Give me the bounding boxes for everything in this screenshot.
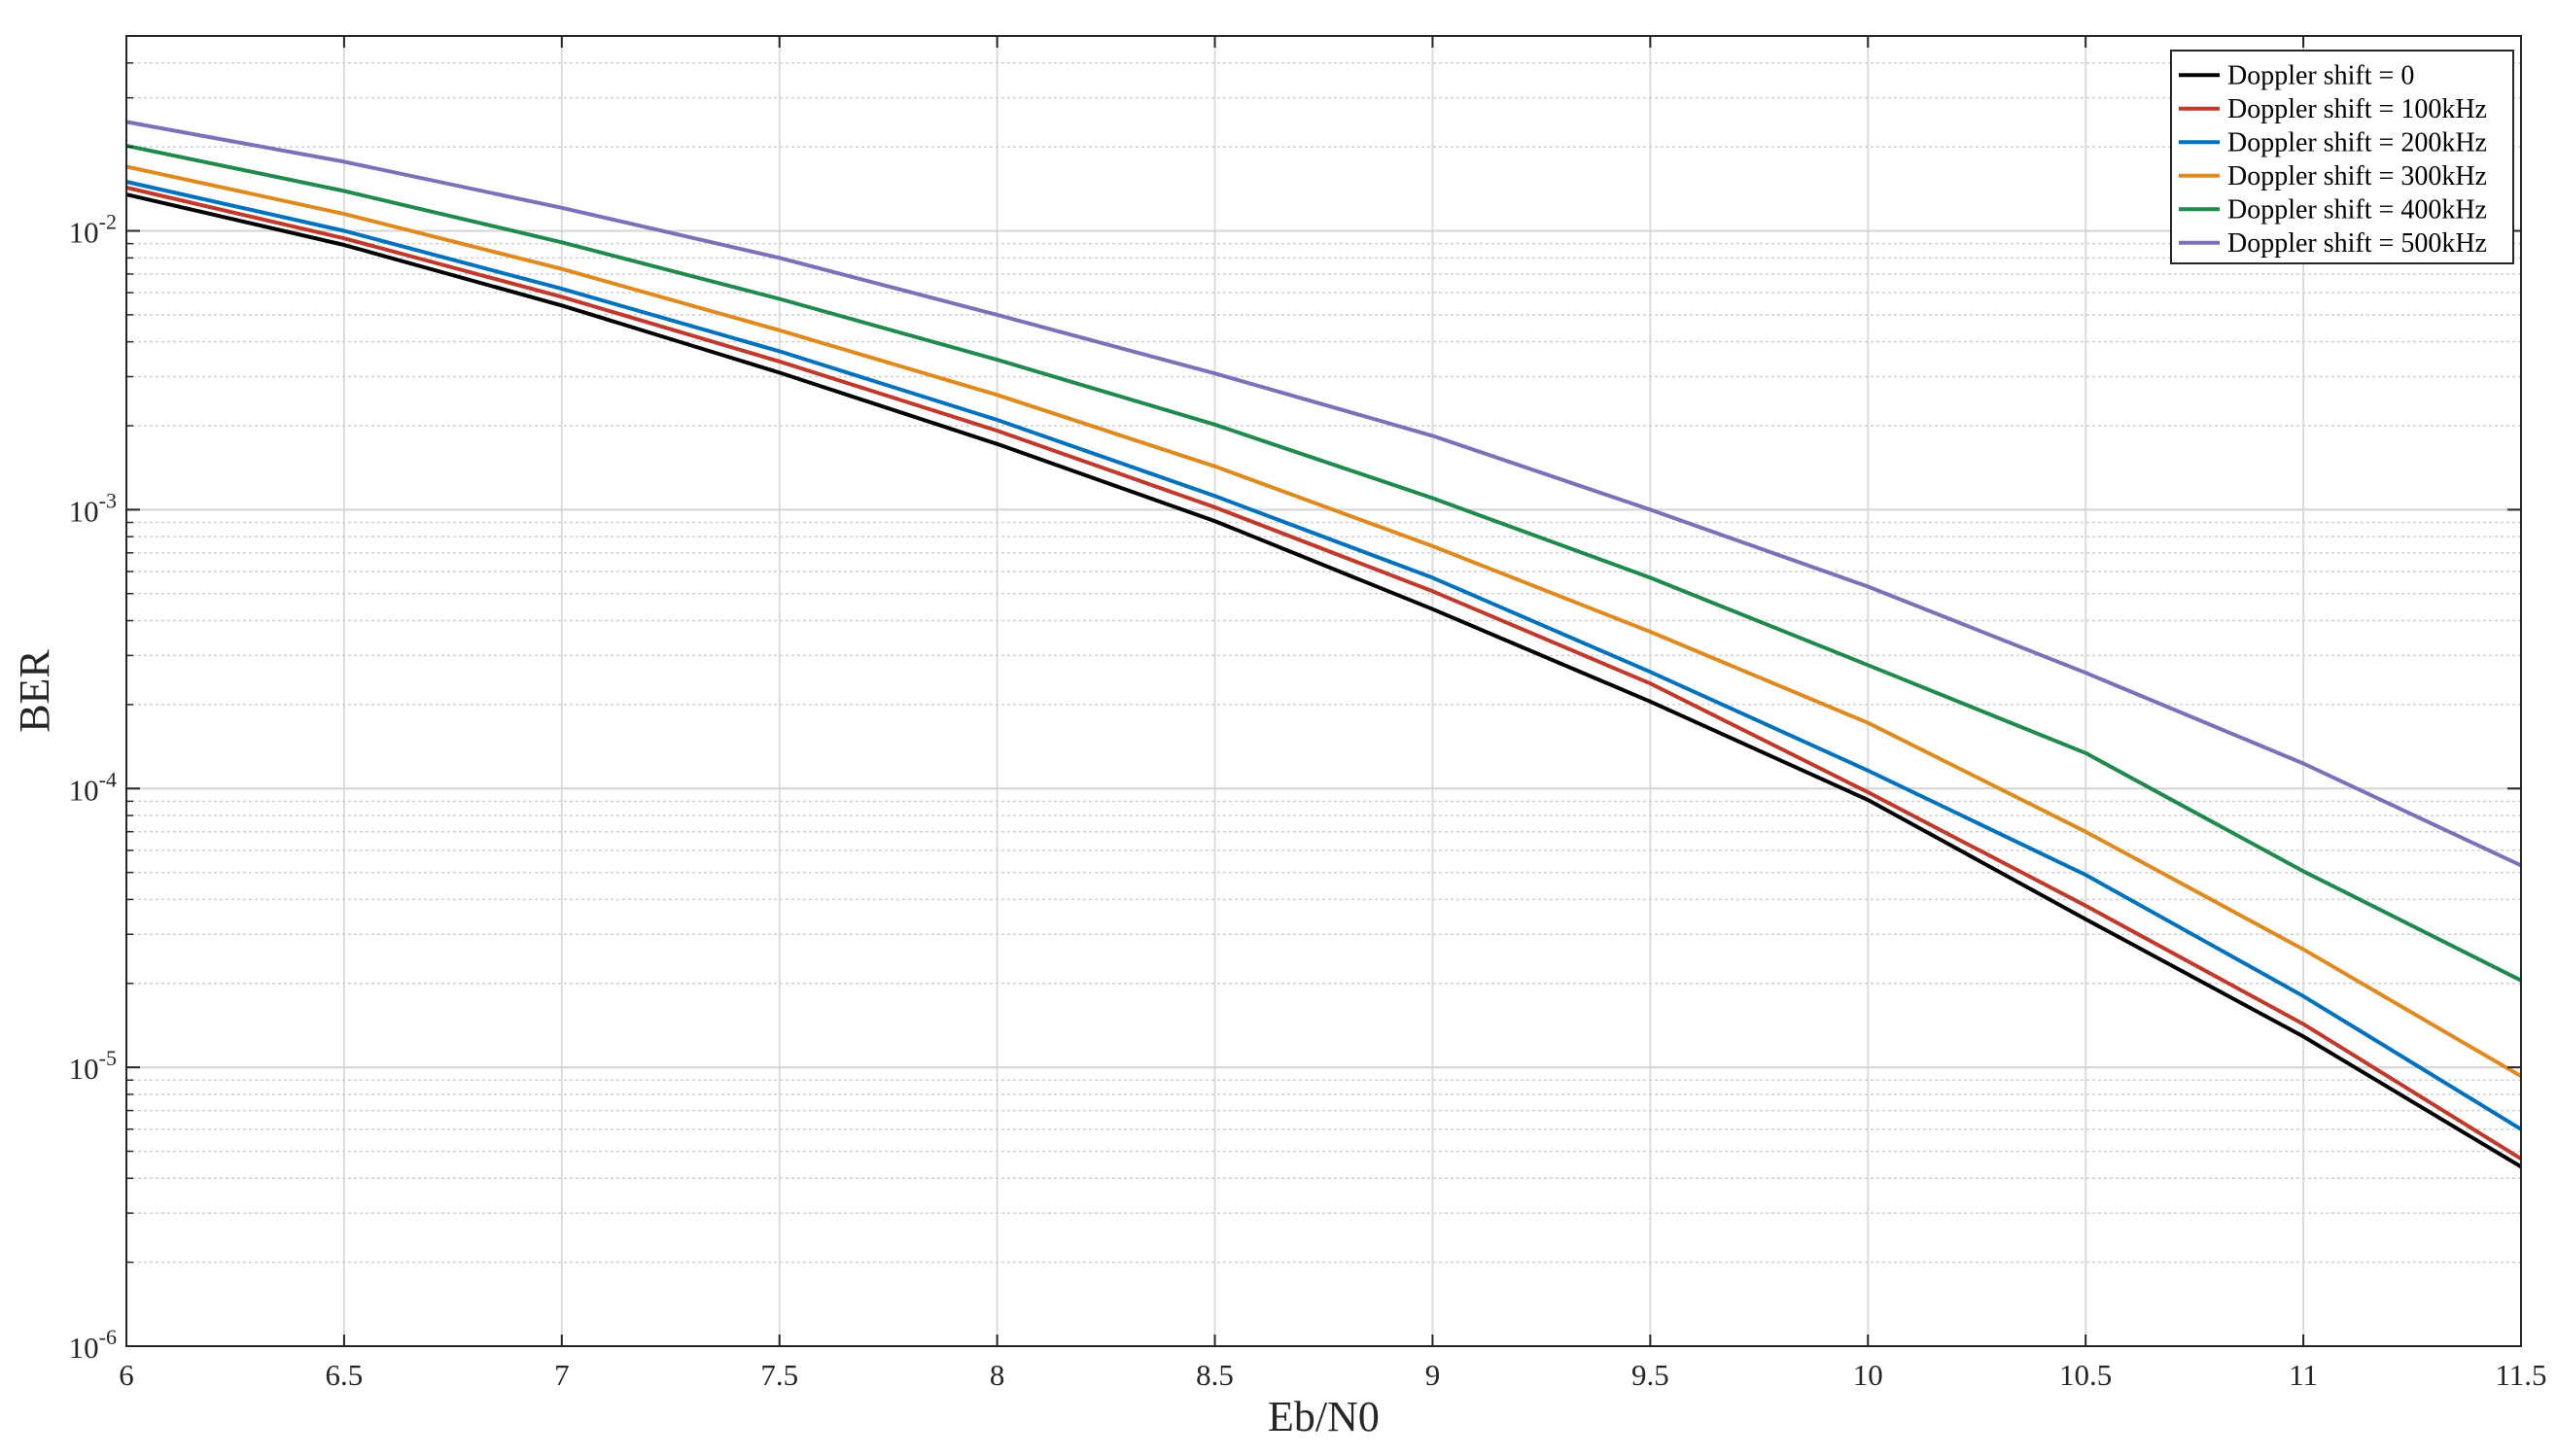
legend-label: Doppler shift = 200kHz: [2227, 127, 2487, 157]
legend-label: Doppler shift = 300kHz: [2227, 161, 2487, 191]
legend-label: Doppler shift = 500kHz: [2227, 228, 2487, 259]
y-tick-label: 10-6: [69, 1325, 117, 1365]
x-tick-label: 11: [2289, 1358, 2318, 1392]
x-tick-label: 9.5: [1631, 1358, 1669, 1392]
legend-box: [2170, 50, 2514, 264]
x-axis-title: Eb/N0: [1268, 1393, 1380, 1440]
y-tick-exponent: -6: [99, 1325, 117, 1349]
tick-layer: 6 6.5 7 7.5 8 8.5 9 9.5 10 10.5 11 11.510-210-310-4…: [69, 35, 2547, 1392]
series-line: [125, 143, 2522, 983]
series-line: [125, 186, 2523, 1161]
y-tick-base: 10: [69, 216, 99, 250]
legend-label: Doppler shift = 100kHz: [2227, 94, 2487, 124]
y-tick-label: 10-4: [69, 767, 117, 807]
y-tick-exponent: -3: [99, 488, 117, 512]
x-tick-label: 11.5: [2495, 1358, 2546, 1392]
y-tick-exponent: -5: [99, 1046, 117, 1070]
x-tick-label: 8: [990, 1358, 1005, 1392]
y-tick-exponent: -2: [99, 210, 117, 234]
x-tick-label: 10: [1853, 1358, 1883, 1392]
legend-label: Doppler shift = 0: [2227, 60, 2414, 90]
x-tick-label: 7.5: [760, 1358, 798, 1392]
y-tick-base: 10: [69, 494, 99, 528]
series-line: [125, 120, 2522, 868]
x-tick-label: 6.5: [326, 1358, 364, 1392]
x-tick-label: 8.5: [1196, 1358, 1234, 1392]
y-tick-label: 10-3: [69, 488, 117, 528]
y-tick-base: 10: [69, 773, 99, 807]
y-tick-base: 10: [69, 1331, 99, 1365]
x-tick-label: 6: [119, 1358, 134, 1392]
series-layer: [125, 120, 2523, 1169]
series-line: [125, 180, 2523, 1131]
y-tick-label: 10-2: [69, 210, 117, 250]
series-line: [125, 164, 2523, 1078]
series-line: [125, 192, 2523, 1169]
y-tick-label: 10-5: [69, 1046, 117, 1086]
y-tick-exponent: -4: [99, 767, 117, 791]
y-tick-base: 10: [69, 1052, 99, 1086]
grid-layer: [125, 35, 2522, 1347]
x-tick-label: 10.5: [2059, 1358, 2112, 1392]
y-axis-title: BER: [11, 649, 58, 733]
x-tick-label: 7: [554, 1358, 570, 1392]
legend-label: Doppler shift = 400kHz: [2227, 194, 2487, 225]
x-tick-label: 9: [1425, 1358, 1441, 1392]
plot-frame: [125, 35, 2522, 1347]
